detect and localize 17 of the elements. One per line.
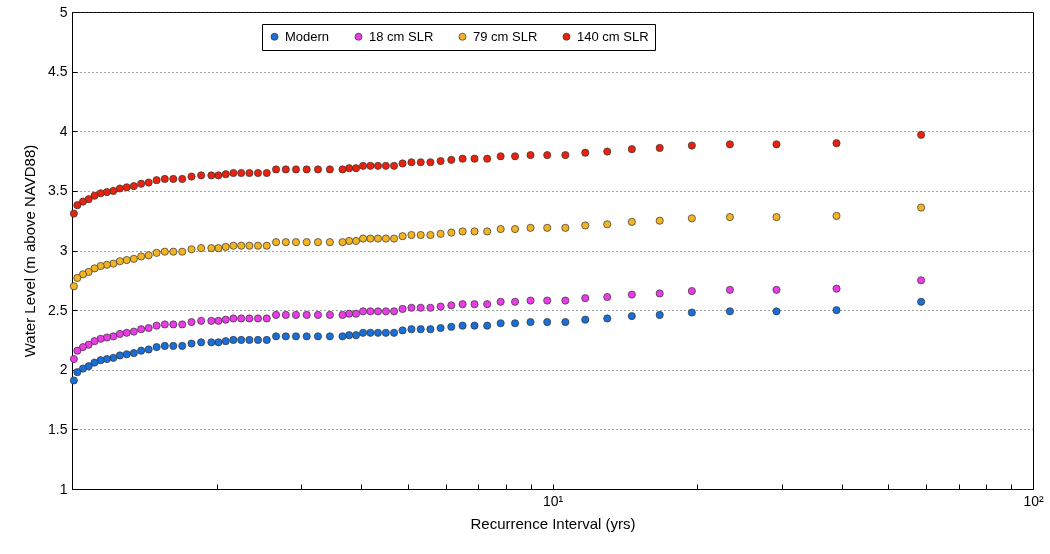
legend-label: 140 cm SLR: [577, 28, 649, 44]
legend-label: 18 cm SLR: [369, 28, 434, 44]
y-tick-label: 4.5: [48, 63, 68, 80]
legend-label: Modern: [285, 28, 330, 44]
x-axis-title: Recurrence Interval (yrs): [470, 514, 636, 532]
y-tick-label: 2.5: [48, 301, 68, 318]
y-tick-label: 2: [59, 361, 68, 378]
y-tick-label: 1: [59, 480, 68, 497]
y-tick-label: 1.5: [48, 420, 68, 437]
y-tick-label: 3: [59, 242, 68, 258]
x-tick-label: 10¹: [542, 492, 564, 509]
y-tick-label: 5: [59, 3, 68, 20]
y-axis-title: Water Level (m above NAVD88): [21, 144, 39, 358]
y-tick-label: 3.5: [48, 182, 68, 199]
legend-label: 79 cm SLR: [473, 28, 538, 44]
y-tick-label: 4: [59, 122, 68, 139]
x-tick-label: 10²: [1023, 492, 1044, 509]
